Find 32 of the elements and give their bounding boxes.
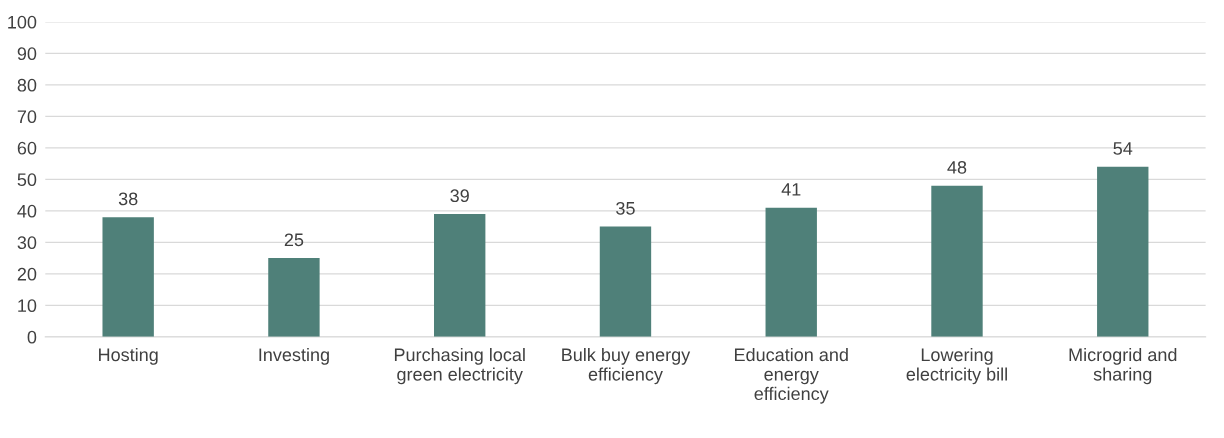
bar [268,258,320,337]
x-tick-label: Microgrid and sharing [1069,347,1177,385]
data-label: 38 [118,192,138,206]
data-label: 48 [947,160,967,174]
x-tick-label: Investing [259,347,329,365]
data-label: 39 [450,189,469,203]
x-tick-label: Hosting [99,347,158,365]
y-tick-label: 40 [17,204,37,218]
x-tick-label: Purchasing local green electricity [394,347,525,385]
bar [599,226,652,337]
bar [765,207,817,337]
y-tick-label: 30 [17,236,37,250]
x-tick-label: Lowering electricity bill [906,347,1007,385]
y-tick-label: 80 [17,78,37,92]
data-label: 54 [1113,142,1133,155]
y-tick-label: 90 [17,47,37,61]
y-tick-label: 20 [17,267,37,281]
bar [1097,166,1149,337]
y-tick-label: 50 [17,173,37,187]
data-label: 41 [781,183,801,196]
y-tick-label: 70 [17,110,37,124]
y-tick-label: 100 [8,15,37,29]
y-tick-label: 60 [17,141,37,155]
data-label: 25 [284,233,304,247]
bar [434,214,486,337]
bar [102,217,154,337]
y-tick-label: 10 [18,299,37,313]
y-tick-label: 0 [27,330,37,344]
x-tick-label: Education and energy efficiency [734,347,848,404]
data-label: 35 [616,201,635,215]
bar [931,185,983,337]
x-tick-label: Bulk buy energy efficiency [562,347,691,385]
